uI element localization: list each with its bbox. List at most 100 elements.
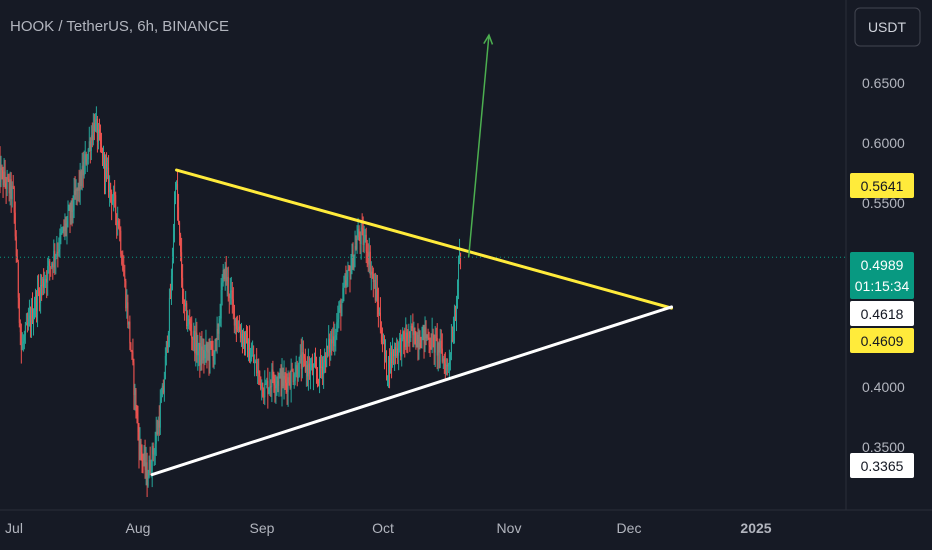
target-arrow-head[interactable]	[483, 33, 494, 45]
currency-button[interactable]: USDT	[854, 7, 921, 47]
candle-body	[0, 160, 1, 182]
chart-title: HOOK / TetherUS, 6h, BINANCE	[10, 18, 229, 35]
candle-body	[231, 290, 233, 300]
candle-body	[335, 334, 337, 339]
candle-body	[266, 380, 268, 384]
candle-body	[303, 354, 305, 359]
candle-body	[5, 182, 7, 190]
candle-body	[261, 382, 263, 389]
candle-body	[208, 349, 210, 362]
candle-body	[194, 330, 196, 354]
support-trendline[interactable]	[150, 305, 674, 477]
candle-body	[31, 307, 33, 323]
candle-body	[401, 334, 403, 357]
candle-body	[276, 381, 278, 384]
candle-body	[281, 370, 283, 392]
candle-body	[246, 333, 248, 335]
candle-body	[101, 148, 103, 164]
candle-body	[382, 339, 384, 344]
candle-body	[454, 318, 456, 320]
candle-body	[364, 234, 366, 240]
candle-body	[296, 365, 298, 379]
candle-body	[247, 334, 249, 357]
candle-body	[251, 354, 253, 359]
candle-body	[175, 186, 177, 200]
resistance-trendline[interactable]	[175, 168, 674, 310]
candle-body	[36, 295, 38, 312]
candle-body	[218, 322, 220, 334]
candle-body	[225, 266, 227, 282]
candle-body	[135, 389, 137, 413]
candle-body	[138, 432, 140, 455]
candle-body	[240, 333, 242, 339]
candle-body	[277, 381, 279, 387]
candle-body	[414, 328, 416, 344]
candle-body	[288, 377, 290, 384]
candle-body	[280, 371, 282, 392]
candle-body	[361, 227, 363, 229]
candle-body	[304, 358, 306, 372]
candle-body	[380, 329, 382, 342]
candle-body	[181, 252, 183, 278]
candle-body	[197, 350, 199, 356]
target-arrow-shaft[interactable]	[467, 34, 490, 258]
candle-body	[270, 386, 272, 388]
candle-body	[102, 153, 104, 164]
candle-body	[217, 328, 219, 334]
candle-body	[346, 276, 348, 285]
candle-body	[25, 322, 27, 326]
price-axis[interactable]: 0.6500 0.6000 0.5500 0.4000 0.3500	[862, 75, 905, 455]
candle-body	[460, 252, 462, 258]
svg-text:0.4609: 0.4609	[861, 333, 904, 349]
candle-body	[121, 253, 123, 264]
time-axis[interactable]: Jul Aug Sep Oct Nov Dec 2025	[5, 520, 772, 536]
candle-body	[71, 200, 73, 212]
candle-body	[360, 227, 362, 245]
candle-body	[268, 388, 270, 394]
candle-body	[65, 223, 67, 230]
candle-body	[376, 289, 378, 303]
candle-body	[342, 288, 344, 303]
candle-body	[116, 213, 118, 226]
candle-body	[128, 321, 130, 325]
candle-body	[458, 258, 460, 287]
candle-body	[327, 345, 329, 349]
price-badge-resistance-apex: 0.4609	[850, 328, 914, 353]
candle-body	[245, 333, 247, 347]
candle-body	[363, 239, 365, 245]
candle-body	[66, 221, 68, 230]
candle-body	[201, 346, 203, 361]
candle-body	[229, 290, 231, 299]
candle-body	[410, 325, 412, 338]
candle-body	[362, 228, 364, 245]
candle-body	[287, 377, 289, 392]
candle-body	[312, 366, 314, 375]
candle-body	[118, 220, 120, 229]
candle-body	[264, 383, 266, 398]
candle-body	[3, 171, 5, 186]
candle-body	[398, 342, 400, 356]
candle-body	[205, 344, 207, 352]
candle-body	[202, 349, 204, 361]
candle-body	[350, 267, 352, 280]
price-tick: 0.5500	[862, 195, 905, 211]
candle-body	[313, 362, 315, 367]
candle-body	[368, 251, 370, 265]
candle-body	[93, 123, 95, 132]
candle-body	[409, 331, 411, 338]
candle-body	[195, 332, 197, 354]
candle-body	[283, 375, 285, 386]
candle-body	[17, 261, 19, 298]
candle-body	[436, 338, 438, 356]
drawing-layer[interactable]	[0, 33, 846, 477]
candle-body	[193, 330, 195, 340]
candle-body	[379, 312, 381, 330]
candle-body	[451, 339, 453, 342]
candle-body	[347, 268, 349, 277]
candle-body	[250, 358, 252, 363]
candle-body	[150, 471, 152, 473]
candle-body	[21, 343, 23, 350]
candle-body	[256, 361, 258, 374]
